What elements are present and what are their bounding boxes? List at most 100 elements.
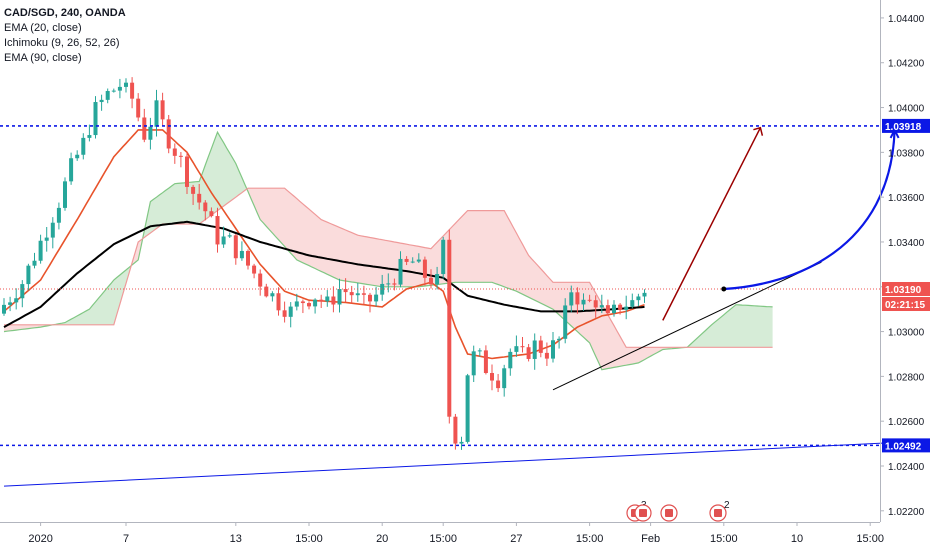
- indicator-lines: [3, 129, 645, 360]
- candle-body: [361, 293, 366, 295]
- time-tick-label: 15:00: [710, 533, 738, 545]
- candle-body: [69, 158, 74, 182]
- candle-body: [258, 273, 263, 287]
- candle-body: [465, 375, 470, 442]
- candle-body: [142, 117, 147, 140]
- candle-body: [502, 368, 507, 389]
- price-tick-label: 1.04400: [888, 14, 925, 25]
- candle-body: [14, 298, 19, 303]
- cloud-segment: [248, 188, 688, 370]
- blue-projection-curve: [723, 129, 896, 291]
- candle-body: [270, 293, 275, 297]
- time-tick-label: 20: [376, 533, 388, 545]
- candle-body: [264, 286, 269, 297]
- price-tick-label: 1.03600: [888, 193, 925, 204]
- candle-body: [355, 293, 360, 296]
- candle-body: [117, 86, 122, 91]
- candle-body: [93, 102, 98, 136]
- support-price-tag-bg: [882, 438, 930, 453]
- candle-body: [191, 186, 196, 194]
- candle-body: [477, 350, 482, 352]
- candle-body: [75, 154, 80, 159]
- candle-body: [313, 299, 318, 307]
- time-tick-label: 15:00: [576, 533, 604, 545]
- candle-body: [642, 292, 647, 297]
- red-arrow-head: [753, 126, 764, 136]
- candle-body: [429, 277, 433, 285]
- chart-legend: CAD/SGD, 240, OANDA EMA (20, close) Ichi…: [4, 6, 126, 66]
- candle-body: [288, 306, 293, 317]
- candle-body: [124, 82, 128, 87]
- candle-body: [26, 265, 31, 285]
- candle-body: [618, 304, 623, 310]
- cloud-segment: [132, 230, 145, 265]
- candle-body: [331, 296, 336, 305]
- candle-body: [483, 350, 488, 373]
- candle-body: [636, 296, 641, 301]
- price-tick-label: 1.04000: [888, 104, 925, 115]
- time-tick-label: 15:00: [856, 533, 884, 545]
- candle-body: [569, 292, 574, 306]
- countdown-tag: 02:21:15: [885, 300, 925, 311]
- candle-body: [239, 250, 244, 259]
- ichimoku-cloud: [3, 130, 773, 371]
- candle-body: [490, 372, 494, 381]
- candle-body: [575, 292, 580, 305]
- candle-body: [630, 300, 635, 307]
- candle-body: [50, 222, 55, 238]
- countdown-tag-bg: [882, 297, 930, 312]
- price-tick-label: 1.03400: [888, 238, 925, 249]
- candle-body: [8, 302, 13, 305]
- candle-body: [56, 207, 61, 223]
- legend-ema20[interactable]: EMA (20, close): [4, 22, 82, 34]
- candle-body: [319, 299, 324, 302]
- time-tick-label: Feb: [641, 533, 660, 545]
- cloud-segment: [52, 262, 133, 325]
- candles: [2, 77, 647, 450]
- candle-body: [246, 250, 250, 266]
- legend-symbol[interactable]: CAD/SGD, 240, OANDA: [4, 7, 126, 19]
- event-marker-b: [634, 504, 652, 522]
- candle-body: [32, 260, 37, 266]
- candle-body: [563, 305, 568, 339]
- candle-body: [520, 346, 525, 348]
- candle-body: [172, 148, 177, 156]
- candle-body: [130, 82, 135, 99]
- candle-body: [441, 239, 446, 275]
- candle-body: [203, 202, 208, 212]
- candle-body: [593, 300, 598, 308]
- candle-body: [349, 292, 354, 296]
- candle-body: [447, 239, 452, 417]
- price-tick-label: 1.02200: [888, 507, 925, 518]
- candle-body: [514, 346, 519, 352]
- candle-body: [197, 193, 202, 203]
- support-price-tag: 1.02492: [885, 441, 922, 452]
- candle-body: [215, 216, 220, 245]
- time-tick-label: 15:00: [429, 533, 457, 545]
- current-price-tag: 1.03190: [885, 285, 922, 296]
- candle-body: [227, 235, 232, 237]
- cloud-segment: [144, 132, 248, 238]
- candle-body: [374, 294, 379, 302]
- candle-body: [178, 155, 183, 157]
- flag-glyph: [714, 509, 722, 517]
- candle-body: [307, 303, 311, 307]
- candle-body: [105, 91, 110, 100]
- legend-ichimoku[interactable]: Ichimoku (9, 26, 52, 26): [4, 37, 120, 49]
- candle-body: [252, 265, 257, 274]
- candle-body: [209, 211, 214, 217]
- time-tick-label: 10: [791, 533, 803, 545]
- candle-body: [276, 293, 281, 311]
- candle-body: [538, 340, 543, 353]
- candle-body: [398, 258, 403, 285]
- candle-body: [63, 181, 67, 208]
- price-tick-label: 1.02800: [888, 372, 925, 383]
- ema20-line: [3, 129, 645, 360]
- legend-ema90[interactable]: EMA (90, close): [4, 52, 82, 64]
- candle-body: [81, 137, 86, 155]
- candle-body: [581, 299, 586, 305]
- time-tick-label: 2020: [28, 533, 52, 545]
- price-labels: 1.03918 1.03190 02:21:15 1.02492: [882, 118, 930, 453]
